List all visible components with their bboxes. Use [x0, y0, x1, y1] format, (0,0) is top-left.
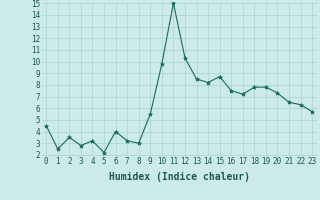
X-axis label: Humidex (Indice chaleur): Humidex (Indice chaleur) [109, 172, 250, 182]
